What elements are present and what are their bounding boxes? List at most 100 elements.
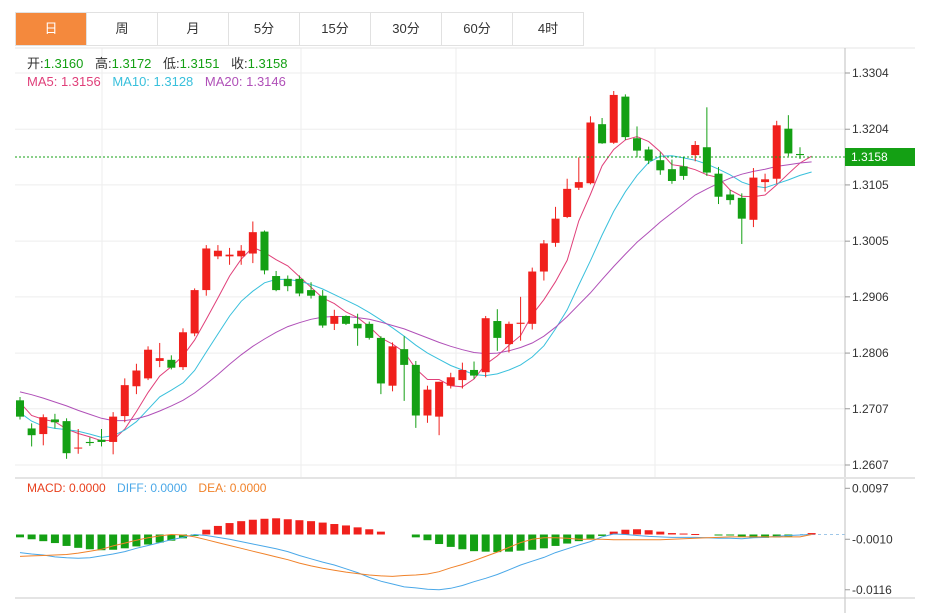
macd-bar [353,527,362,535]
candle-body [644,149,653,161]
macd-bar [97,534,106,551]
macd-bar [714,534,723,536]
ohlc-readout: 开:1.3160 高:1.3172 低:1.3151 收:1.3158 [27,56,287,71]
ma10-readout: MA10: 1.3128 [112,74,193,89]
macd-bar [679,533,688,535]
macd-bar [39,534,48,542]
macd-bar [50,534,59,544]
candle-body [633,138,642,151]
macd-bar [272,518,281,535]
macd-bar [295,520,304,535]
macd-bar [341,525,350,535]
candle-body [563,188,572,217]
macd-bar [411,534,420,538]
tab-0[interactable]: 日 [16,13,87,45]
macd-bar [493,534,502,553]
candle-body [539,243,548,272]
y-tick-label: 1.3204 [852,122,889,136]
macd-bar [609,531,618,535]
macd-bar [691,534,700,536]
candle-body [411,364,420,416]
macd-bar [16,534,24,538]
macd-bar [225,523,234,535]
macd-histogram [16,518,816,553]
macd-bar [528,534,537,550]
macd-bar [155,534,164,543]
ma-readout: MA5: 1.3156 MA10: 1.3128 MA20: 1.3146 [27,74,286,89]
candle-body [388,346,397,386]
macd-readout: MACD: 0.0000 DIFF: 0.0000 DEA: 0.0000 [27,481,267,495]
candle-body [39,417,48,435]
macd-bar [318,522,327,535]
period-tabs: 日周月 5分 15分 30分 60分 4时 [15,12,584,46]
high-value: 1.3172 [112,56,152,71]
macd-bar [586,534,595,539]
macd-bar [633,529,642,535]
macd-bar [144,534,153,545]
tab-6[interactable]: 60分 [442,13,513,45]
macd-bar [621,529,630,535]
macd-bar [749,534,758,538]
macd-bar [27,534,36,540]
tab-1[interactable]: 周 [87,13,158,45]
candle-body [295,278,304,294]
macd-bar [423,534,432,541]
candle-body [493,321,502,338]
high-label: 高: [95,56,112,71]
price-axis-ticks: 1.3304 1.3204 1.3105 1.3005 1.2906 1.2806 1.27… [845,66,889,472]
candle-body [761,179,770,183]
candle-body [691,144,700,156]
candle-body [190,290,199,334]
current-price-label: 1.3158 [851,150,888,164]
candle-body [132,370,141,387]
macd-bar [260,518,269,535]
macd-bar [283,519,292,535]
tab-2[interactable]: 月 [158,13,229,45]
candle-body [16,400,24,417]
candle-body [423,389,432,416]
tab-7[interactable]: 4时 [513,13,584,45]
macd-bar [109,534,118,550]
candle-body [435,381,444,417]
macd-tick-label: -0.0010 [852,532,893,546]
ma5-readout: MA5: 1.3156 [27,74,101,89]
candle-body [341,315,350,324]
tab-3[interactable]: 5分 [229,13,300,45]
candle-body [330,315,339,324]
macd-lines [19,533,812,591]
candle-body [796,153,804,156]
macd-bar [307,521,316,535]
macd-bar [574,534,583,542]
y-tick-label: 1.3005 [852,234,889,248]
current-price-tag [845,148,915,166]
macd-bar [120,534,129,549]
macd-bar [667,533,676,535]
candle-body [458,369,467,381]
y-tick-label: 1.2906 [852,290,889,304]
candle-body [202,248,211,291]
candle-body [528,271,537,324]
macd-bar [237,521,246,535]
candle-body [749,177,758,220]
candle-body [574,182,583,188]
candle-body [365,323,374,338]
macd-bar [737,534,746,537]
candle-body [504,323,513,345]
macd-bar [190,534,199,536]
diff-line [19,533,812,591]
tab-5[interactable]: 30分 [371,13,442,45]
candle-body [155,358,164,361]
macd-bar [365,529,374,535]
candle-body [74,447,83,449]
y-tick-label: 1.3105 [852,178,889,192]
tab-4[interactable]: 15分 [300,13,371,45]
candle-body [702,147,711,173]
macd-bar [376,531,385,535]
candle-body [470,369,479,376]
diff-value-readout: DIFF: 0.0000 [117,481,187,495]
macd-bar [656,531,665,535]
macd-bar [470,534,479,552]
macd-bar [644,530,653,535]
candle-body [248,232,257,254]
